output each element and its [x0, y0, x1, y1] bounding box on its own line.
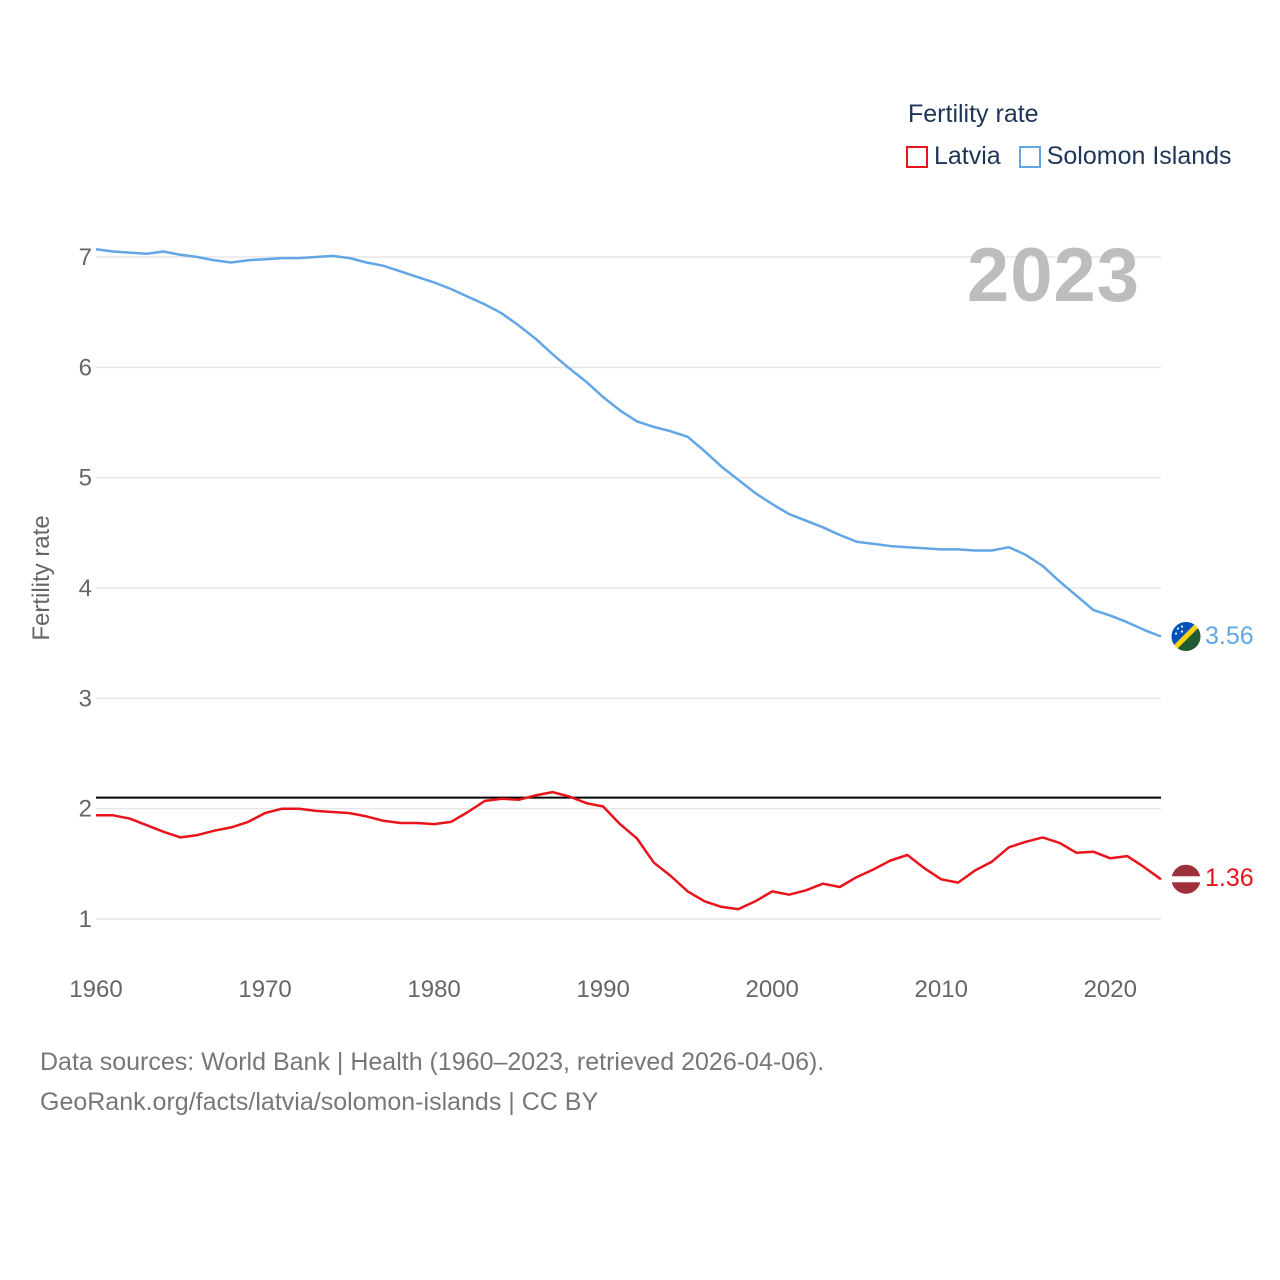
end-value-solomon-islands: 3.56	[1205, 621, 1254, 650]
gridlines	[96, 256, 1161, 920]
y-tick-label: 3	[79, 685, 92, 712]
x-tick-label: 2000	[745, 976, 798, 1003]
legend-title: Fertility rate	[908, 100, 1039, 128]
current-year-display: 2023	[966, 233, 1140, 318]
y-tick-label: 4	[79, 575, 92, 602]
legend-item-latvia[interactable]: Latvia	[906, 142, 1001, 171]
y-tick-label: 1	[79, 906, 92, 933]
end-value-latvia: 1.36	[1205, 864, 1254, 893]
y-tick-label: 6	[79, 354, 92, 381]
x-tick-label: 2020	[1084, 976, 1137, 1003]
x-tick-label: 1990	[576, 976, 629, 1003]
legend-label-solomon-islands: Solomon Islands	[1046, 142, 1232, 170]
x-axis-ticks: 1960 1970 1980 1990 2000 2010 2020	[69, 976, 1137, 1003]
flag-icon-latvia	[1170, 863, 1202, 895]
series-lines	[95, 248, 1162, 911]
y-axis-ticks: 1 2 3 4 5 6 7	[79, 244, 92, 933]
x-tick-label: 1980	[407, 976, 460, 1003]
flag-icon-solomon-islands	[1170, 621, 1202, 653]
y-axis-label: Fertility rate	[28, 515, 55, 641]
footer-url: GeoRank.org/facts/latvia/solomon-islands…	[40, 1088, 599, 1116]
legend: Latvia Solomon Islands	[906, 142, 1250, 171]
legend-swatch-latvia	[906, 145, 928, 168]
y-tick-label: 5	[79, 465, 92, 492]
y-tick-label: 7	[79, 244, 92, 271]
x-tick-label: 2010	[915, 976, 968, 1003]
footer: Data sources: World Bank | Health (1960–…	[40, 1042, 824, 1122]
series-line-latvia[interactable]	[96, 790, 1162, 911]
legend-swatch-solomon-islands	[1018, 145, 1041, 168]
y-tick-label: 2	[79, 796, 92, 823]
end-markers	[1170, 621, 1202, 895]
legend-label-latvia: Latvia	[934, 142, 1001, 170]
series-line-solomon-islands[interactable]	[95, 248, 1162, 638]
legend-item-solomon-islands[interactable]: Solomon Islands	[1018, 142, 1232, 171]
x-tick-label: 1960	[69, 976, 122, 1003]
x-tick-label: 1970	[238, 976, 291, 1003]
footer-source: Data sources: World Bank | Health (1960–…	[40, 1048, 825, 1076]
